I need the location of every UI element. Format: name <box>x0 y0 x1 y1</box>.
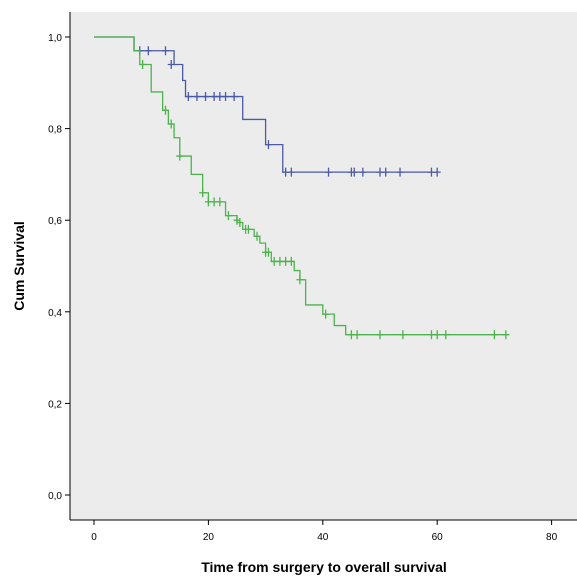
censor-mark <box>236 217 244 227</box>
censor-mark <box>222 92 230 102</box>
censor-mark <box>396 167 404 177</box>
censor-mark <box>176 151 184 161</box>
plot-area <box>70 12 577 520</box>
censor-mark <box>216 197 224 207</box>
censor-mark <box>433 330 441 340</box>
y-tick-label: 0,4 <box>48 308 62 319</box>
censor-mark <box>359 167 367 177</box>
censor-mark <box>199 188 207 198</box>
survival-curve <box>94 36 438 173</box>
censor-mark <box>490 330 498 340</box>
censor-mark <box>287 256 295 266</box>
y-tick-label: 0,6 <box>48 216 62 227</box>
censor-mark <box>144 46 152 56</box>
x-axis-ticks: 0 20 40 60 80 <box>91 520 558 543</box>
x-tick-label: 60 <box>432 532 444 543</box>
censor-mark <box>244 224 252 234</box>
x-tick-label: 40 <box>317 532 329 543</box>
censor-mark <box>253 231 261 241</box>
censor-mark <box>442 330 450 340</box>
x-axis-label: Time from surgery to overall survival <box>201 559 447 575</box>
censor-mark <box>502 330 510 340</box>
y-axis-ticks: 0,0 0,2 0,4 0,6 0,8 1,0 <box>48 33 70 502</box>
censor-mark <box>350 167 358 177</box>
censor-mark <box>264 247 272 257</box>
censor-mark <box>139 59 147 69</box>
y-axis-label: Cum Survival <box>11 221 27 310</box>
censor-mark <box>224 211 232 221</box>
y-tick-label: 0,8 <box>48 125 62 136</box>
censor-mark <box>162 46 169 56</box>
y-tick-label: 1,0 <box>48 33 62 44</box>
x-tick-label: 20 <box>203 532 215 543</box>
censor-mark <box>382 167 390 177</box>
censor-mark <box>433 167 441 177</box>
series-2 <box>94 36 510 340</box>
censor-mark <box>353 330 361 340</box>
censor-mark <box>287 167 295 177</box>
censor-mark <box>167 59 175 69</box>
y-tick-label: 0,2 <box>48 399 62 410</box>
censor-mark <box>167 119 175 129</box>
censor-mark <box>264 140 272 150</box>
censor-mark <box>184 92 192 102</box>
censor-mark <box>296 275 304 285</box>
censor-mark <box>322 309 330 319</box>
censor-mark <box>325 167 333 177</box>
censor-mark <box>193 92 201 102</box>
censor-mark <box>399 330 407 340</box>
censor-mark <box>376 330 384 340</box>
y-tick-label: 0,0 <box>48 491 62 502</box>
censor-mark <box>162 105 169 115</box>
x-tick-label: 0 <box>91 532 97 543</box>
censor-mark <box>202 92 210 102</box>
series-layer <box>94 36 510 340</box>
censor-mark <box>230 92 238 102</box>
x-tick-label: 80 <box>546 532 558 543</box>
